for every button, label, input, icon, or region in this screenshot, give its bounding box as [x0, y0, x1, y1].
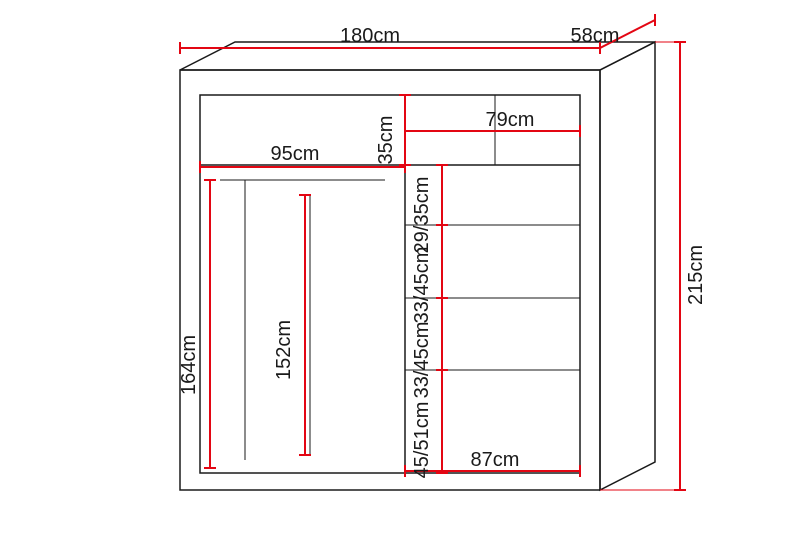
label-right_sec3: 33/45cm	[411, 322, 433, 399]
label-shelf_width_left: 95cm	[271, 143, 320, 165]
dim-right-3	[436, 298, 448, 370]
dim-left-164	[204, 180, 216, 468]
label-bottom_interior_w: 87cm	[471, 449, 520, 471]
label-top_compartment_h: 35cm	[375, 116, 397, 165]
label-right_height: 215cm	[685, 245, 707, 305]
label-shelf_width_right: 79cm	[486, 109, 535, 131]
label-inner_hang: 152cm	[273, 320, 295, 380]
label-top_width: 180cm	[340, 25, 400, 47]
wardrobe-dimension-diagram: 180cm 58cm 215cm 164cm 152cm 95cm 79cm 35cm 29/3…	[0, 0, 800, 533]
dimension-lines	[180, 14, 686, 490]
dim-inner-152	[299, 195, 311, 455]
dim-right-1	[436, 165, 448, 225]
label-right_sec4: 45/51cm	[411, 402, 433, 479]
label-right_sec1: 29/35cm	[411, 177, 433, 254]
label-top_depth: 58cm	[571, 25, 620, 47]
label-right_sec2: 33/45cm	[411, 247, 433, 324]
label-left_interior_height: 164cm	[178, 335, 200, 395]
dim-right-4	[436, 370, 448, 473]
dim-right-2	[436, 225, 448, 298]
